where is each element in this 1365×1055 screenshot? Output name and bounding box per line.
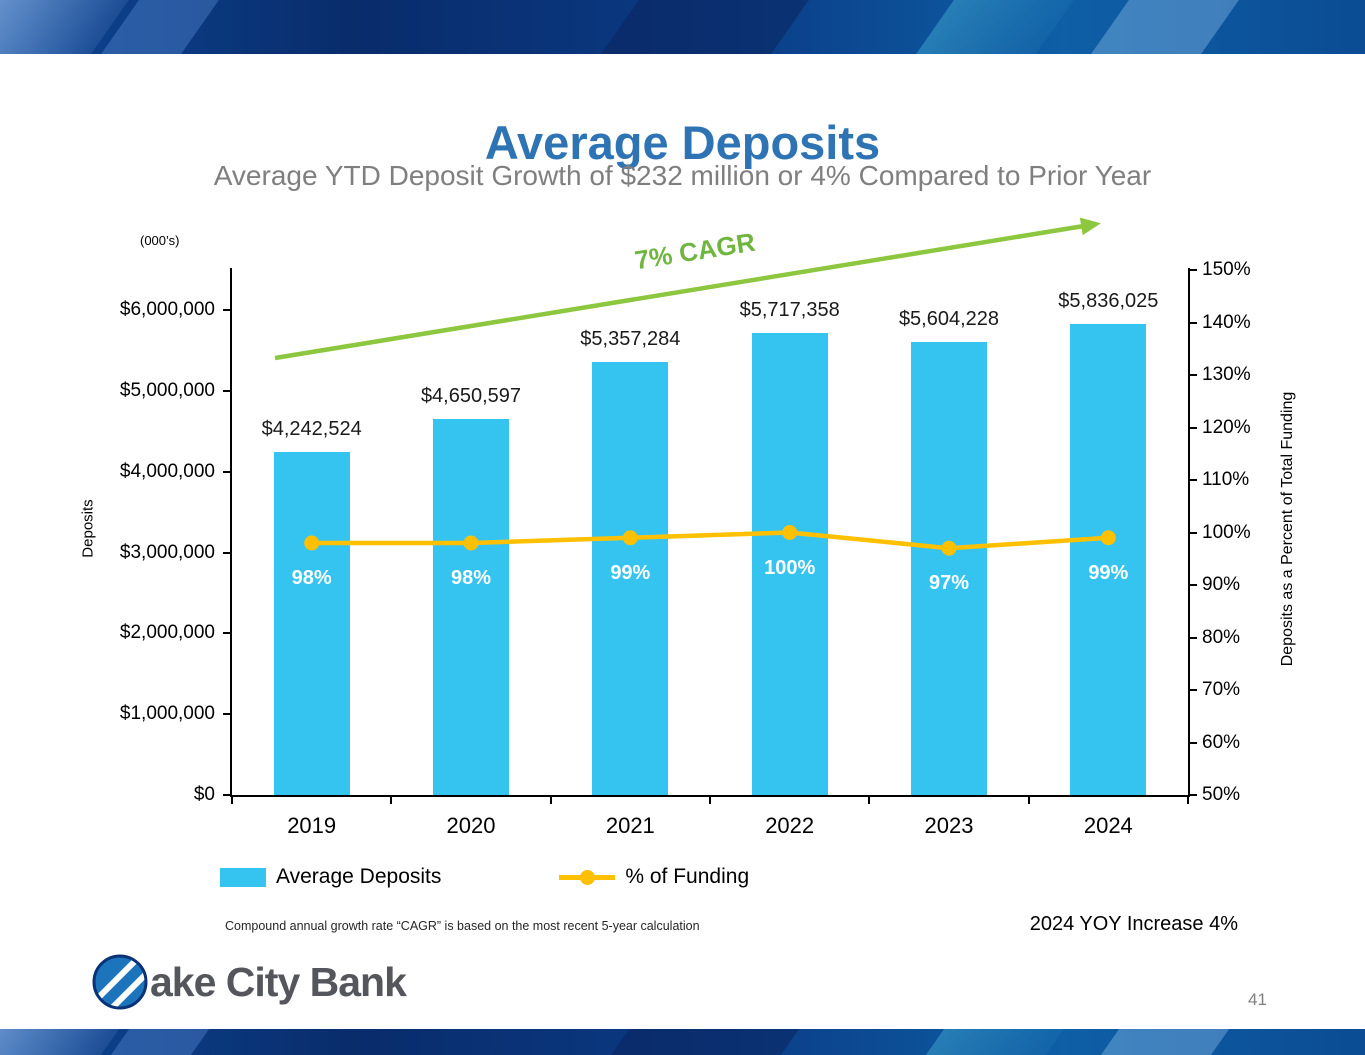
bar-2021 bbox=[592, 362, 669, 795]
slide-title: Average Deposits bbox=[484, 116, 881, 170]
legend-line-label: % of Funding bbox=[625, 865, 750, 888]
right-axis-tick-label: 50% bbox=[1202, 784, 1241, 805]
line-marker bbox=[1100, 530, 1116, 546]
left-axis-tick bbox=[223, 551, 232, 554]
right-axis-tick-label: 140% bbox=[1202, 311, 1251, 333]
banner-stripe bbox=[888, 0, 1102, 54]
right-axis-tick bbox=[1188, 794, 1197, 796]
legend-bar-label: Average Deposits bbox=[276, 865, 442, 888]
line-marker bbox=[463, 535, 479, 551]
legend-line-swatch bbox=[559, 869, 616, 885]
banner-stripe bbox=[1063, 0, 1267, 54]
right-axis-tick bbox=[1188, 689, 1197, 691]
line-value-label: 97% bbox=[928, 572, 970, 595]
legend-bar-swatch bbox=[220, 867, 266, 887]
line-value-label: 100% bbox=[764, 556, 816, 579]
x-axis-tick bbox=[231, 795, 233, 804]
right-axis-tick bbox=[1188, 321, 1197, 324]
right-axis-tick bbox=[1188, 531, 1197, 534]
right-axis-tick-label: 120% bbox=[1202, 416, 1251, 438]
left-axis-tick bbox=[223, 794, 232, 796]
left-axis-title: Deposits bbox=[79, 499, 97, 558]
left-axis-tick bbox=[223, 390, 232, 393]
x-axis-label: 2023 bbox=[924, 813, 974, 838]
line-marker bbox=[622, 530, 638, 546]
left-axis-tick bbox=[223, 713, 232, 716]
line-marker bbox=[941, 540, 957, 556]
right-axis-tick-label: 100% bbox=[1202, 521, 1251, 543]
right-axis-tick-label: 60% bbox=[1202, 731, 1241, 753]
legend: Average Deposits % of Funding bbox=[220, 862, 749, 892]
footnote: Compound annual growth rate “CAGR” is ba… bbox=[225, 919, 700, 933]
right-axis-tick-label: 80% bbox=[1202, 626, 1241, 648]
line-value-label: 99% bbox=[610, 561, 651, 584]
line-marker bbox=[782, 525, 798, 540]
line-value-label: 98% bbox=[291, 567, 332, 589]
x-axis-tick bbox=[709, 795, 711, 804]
page-number: 41 bbox=[1248, 990, 1267, 1009]
right-axis-tick-label: 90% bbox=[1202, 574, 1241, 595]
x-axis-label: 2019 bbox=[287, 813, 337, 838]
plot-area: $4,242,524 98% $4,650,597 98% $5,357,284 99% $… bbox=[232, 270, 1188, 795]
right-axis-tick bbox=[1188, 636, 1197, 639]
left-axis-tick-label: $1,000,000 bbox=[119, 703, 215, 725]
right-axis-tick-label: 150% bbox=[1202, 259, 1251, 280]
funding-line bbox=[304, 525, 1116, 556]
x-axis-tick bbox=[1187, 795, 1189, 804]
yoy-note: 2024 YOY Increase 4% bbox=[1029, 913, 1238, 935]
right-axis-tick-label: 110% bbox=[1202, 469, 1250, 490]
bar-2020 bbox=[433, 419, 509, 795]
x-axis-label: 2020 bbox=[446, 813, 496, 838]
units-label: (000’s) bbox=[140, 233, 180, 248]
right-axis-tick bbox=[1188, 269, 1197, 271]
left-axis-tick bbox=[223, 470, 232, 473]
bottom-banner bbox=[0, 1029, 1365, 1055]
logo-icon bbox=[92, 954, 148, 1010]
x-axis-tick bbox=[390, 795, 393, 804]
bar-value-label: $5,836,025 bbox=[1058, 289, 1159, 312]
x-axis-label: 2024 bbox=[1083, 813, 1133, 838]
bar-value-label: $4,242,524 bbox=[261, 418, 362, 441]
bar-value-label: $5,357,284 bbox=[580, 328, 681, 351]
x-axis-tick bbox=[549, 795, 552, 804]
right-axis-tick-label: 70% bbox=[1202, 679, 1241, 700]
left-axis-tick-label: $0 bbox=[193, 784, 215, 805]
right-axis-tick bbox=[1188, 741, 1197, 744]
banner-stripe bbox=[573, 0, 837, 54]
left-axis-tick bbox=[223, 309, 232, 312]
banner-stripe bbox=[1072, 1029, 1258, 1055]
x-axis-label: 2021 bbox=[605, 813, 655, 838]
bar-2022 bbox=[751, 333, 828, 795]
x-axis-tick bbox=[1027, 795, 1030, 804]
x-axis-tick bbox=[868, 795, 871, 804]
left-axis-tick-label: $4,000,000 bbox=[119, 460, 215, 482]
right-axis-tick bbox=[1188, 479, 1197, 481]
left-axis-tick-label: $5,000,000 bbox=[119, 380, 215, 402]
right-axis-tick bbox=[1188, 374, 1197, 376]
left-axis-tick-label: $2,000,000 bbox=[119, 622, 215, 644]
bar-2019 bbox=[273, 452, 350, 795]
logo-text: ake City Bank bbox=[150, 958, 407, 1005]
lake-city-bank-logo: ake City Bank bbox=[92, 954, 407, 1010]
bar-2023 bbox=[911, 342, 987, 795]
right-axis-tick bbox=[1188, 426, 1197, 429]
right-axis-tick-label: 130% bbox=[1202, 364, 1251, 385]
line-value-label: 99% bbox=[1088, 561, 1129, 584]
banner-stripe bbox=[897, 1029, 1093, 1055]
slide-subtitle: Average YTD Deposit Growth of $232 milli… bbox=[213, 160, 1152, 191]
line-marker bbox=[304, 535, 320, 551]
left-axis-line bbox=[230, 268, 232, 797]
left-axis-tick bbox=[223, 632, 232, 635]
x-axis-label: 2022 bbox=[765, 813, 815, 838]
top-banner bbox=[0, 0, 1365, 54]
left-axis-tick-label: $6,000,000 bbox=[119, 299, 215, 321]
left-axis-tick-label: $3,000,000 bbox=[119, 541, 215, 563]
right-axis-tick bbox=[1188, 584, 1197, 586]
line-value-label: 98% bbox=[450, 567, 492, 589]
bar-value-label: $4,650,597 bbox=[420, 385, 522, 408]
legend-line-marker bbox=[580, 869, 596, 885]
bar-2024 bbox=[1070, 323, 1147, 795]
banner-stripe bbox=[582, 1029, 828, 1055]
